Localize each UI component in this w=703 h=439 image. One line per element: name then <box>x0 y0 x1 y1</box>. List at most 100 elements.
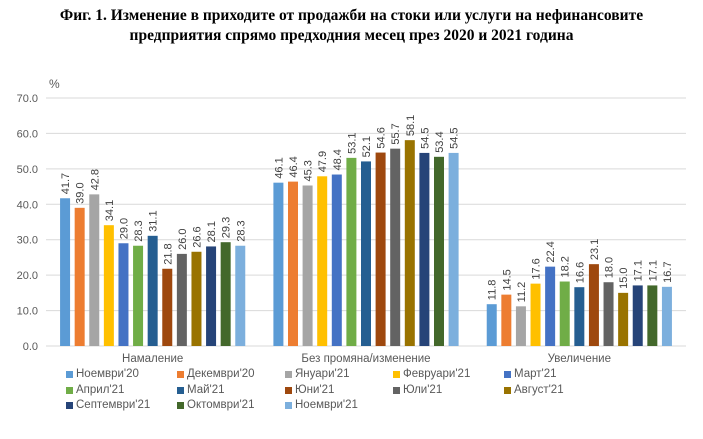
legend-swatch <box>177 401 184 409</box>
data-label: 46.1 <box>273 157 285 178</box>
bar <box>375 152 386 346</box>
bar <box>302 185 313 346</box>
legend-swatch <box>177 370 184 378</box>
legend-swatch <box>285 386 292 394</box>
bar <box>206 246 217 346</box>
data-label: 39.0 <box>75 182 87 203</box>
data-label: 47.9 <box>317 151 329 172</box>
y-tick-label: 0.0 <box>23 341 38 353</box>
data-label: 11.2 <box>516 282 528 303</box>
bar <box>404 140 415 346</box>
legend-item: Ноември'20 <box>66 368 139 380</box>
legend-item: Юли'21 <box>393 384 442 396</box>
data-label: 54.5 <box>419 127 431 148</box>
data-label: 16.6 <box>574 262 586 283</box>
bar <box>147 235 158 346</box>
legend-label: Февруари'21 <box>403 368 471 380</box>
y-tick-label: 50.0 <box>17 164 38 176</box>
bar <box>288 181 298 346</box>
bar <box>419 152 430 346</box>
bar <box>448 152 459 346</box>
category-label: Намаление <box>122 353 183 365</box>
data-label: 28.3 <box>133 220 145 241</box>
legend-swatch <box>66 370 73 378</box>
bar <box>162 268 173 346</box>
bar <box>486 304 497 346</box>
data-label: 11.8 <box>487 280 499 301</box>
bar <box>603 282 614 346</box>
bar <box>434 156 444 346</box>
y-tick-label: 30.0 <box>17 235 38 247</box>
data-label: 53.1 <box>346 132 358 153</box>
bar <box>574 287 585 346</box>
bar <box>191 251 202 346</box>
legend-swatch <box>504 370 511 378</box>
data-label: 42.8 <box>89 169 101 190</box>
legend-label: Август'21 <box>514 384 564 396</box>
legend-label: Март'21 <box>514 368 557 380</box>
title-line-2: предприятия спрямо предходния месец през… <box>129 27 574 44</box>
data-label: 28.1 <box>206 221 218 242</box>
y-tick-label: 40.0 <box>17 199 38 211</box>
legend-item: Април'21 <box>66 384 124 396</box>
bar <box>647 285 658 346</box>
legend-item: Юни'21 <box>285 384 334 396</box>
legend-swatch <box>504 386 511 394</box>
data-label: 21.8 <box>162 243 174 264</box>
data-label: 41.7 <box>60 173 72 194</box>
legend-item: Май'21 <box>177 384 225 396</box>
bar <box>331 174 342 346</box>
data-label: 26.6 <box>191 226 203 247</box>
y-axis-label: % <box>49 77 60 91</box>
legend-item: Януари'21 <box>285 368 349 380</box>
bar <box>632 285 643 346</box>
bar <box>530 283 541 346</box>
legend-label: Юли'21 <box>403 384 443 396</box>
legend-item: Август'21 <box>504 384 564 396</box>
legend-item: Март'21 <box>504 368 557 380</box>
legend-label: Юни'21 <box>295 384 335 396</box>
data-label: 17.1 <box>647 260 659 281</box>
legend-item: Февруари'21 <box>393 368 470 380</box>
legend-item: Декември'20 <box>177 368 255 380</box>
legend-label: Декември'20 <box>187 368 255 380</box>
bar <box>390 148 401 346</box>
data-label: 58.1 <box>405 115 417 136</box>
bar <box>118 243 129 346</box>
legend-label: Октомври'21 <box>187 399 255 411</box>
legend-label: Септември'21 <box>76 399 151 411</box>
legend-label: Април'21 <box>76 384 125 396</box>
data-label: 48.4 <box>332 149 344 170</box>
data-label: 29.0 <box>118 218 130 239</box>
bar <box>317 176 328 346</box>
data-label: 54.6 <box>376 127 388 148</box>
data-label: 34.1 <box>104 200 116 221</box>
data-label: 16.7 <box>662 261 674 282</box>
data-label: 17.6 <box>531 258 543 279</box>
chart-title: Фиг. 1. Изменение в приходите от продажб… <box>0 6 703 46</box>
data-label: 15.0 <box>618 267 630 288</box>
data-label: 18.0 <box>604 257 616 278</box>
bar <box>133 245 144 346</box>
data-label: 55.7 <box>390 123 402 144</box>
y-tick-label: 60.0 <box>17 128 38 140</box>
data-label: 23.1 <box>589 239 601 260</box>
bar <box>273 182 284 346</box>
data-label: 26.0 <box>177 228 189 249</box>
data-label: 45.3 <box>303 160 315 181</box>
legend-item: Септември'21 <box>66 399 150 411</box>
bar <box>89 194 100 346</box>
legend-swatch <box>393 386 400 394</box>
legend-swatch <box>66 386 73 394</box>
data-label: 14.5 <box>501 269 513 290</box>
legend-swatch <box>177 386 184 394</box>
data-label: 22.4 <box>545 241 557 262</box>
data-label: 46.4 <box>288 156 300 177</box>
category-label: Увеличение <box>548 353 611 365</box>
bar <box>74 207 85 346</box>
data-label: 17.1 <box>633 260 645 281</box>
bar <box>176 253 187 346</box>
bar <box>618 292 629 346</box>
legend-label: Ноември'21 <box>295 399 358 411</box>
legend-label: Ноември'20 <box>76 368 139 380</box>
